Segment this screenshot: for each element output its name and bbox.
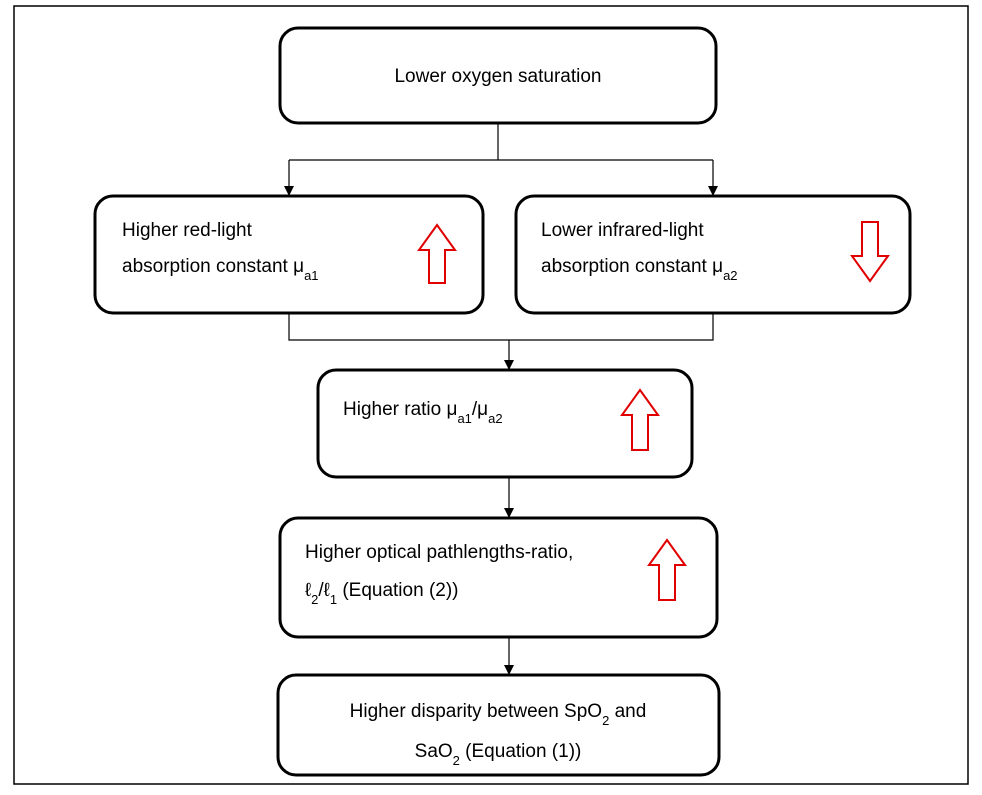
node-text: SaO2 (Equation (1)) [415, 741, 582, 768]
text-run: (Equation (1)) [460, 741, 581, 762]
subscript: a1 [457, 411, 471, 426]
subscript: a2 [488, 411, 502, 426]
connector [289, 123, 713, 161]
text-run: /ℓ [318, 580, 329, 601]
text-run: and [609, 701, 646, 722]
up-indicator [647, 538, 687, 601]
text-run: SaO [415, 741, 453, 762]
text-run: ℓ [305, 580, 311, 601]
up-indicator [417, 223, 457, 284]
node-text: Higher disparity between SpO2 and [350, 701, 647, 728]
node-box [276, 673, 721, 777]
text-run: absorption constant μ [122, 256, 304, 277]
text-run: Higher red-light [122, 220, 253, 241]
subscript: a1 [304, 268, 318, 283]
connector [288, 313, 714, 341]
node-box [316, 368, 694, 479]
node-box [514, 194, 912, 315]
node-text: Lower infrared-light [541, 220, 704, 241]
text-run: Higher ratio μ [343, 399, 457, 420]
subscript: 2 [311, 592, 318, 607]
text-run: Lower oxygen saturation [394, 66, 601, 87]
node-text: Higher red-light [122, 220, 253, 241]
text-run: absorption constant μ [541, 256, 723, 277]
node-box [93, 194, 485, 315]
node-text: Higher ratio μa1/μa2 [343, 399, 503, 426]
subscript: a2 [723, 268, 737, 283]
text-run: Higher disparity between SpO [350, 701, 602, 722]
node-box [278, 516, 719, 639]
node-text: Lower oxygen saturation [394, 66, 601, 87]
node-text: Higher optical pathlengths-ratio, [305, 542, 573, 563]
node-text: ℓ2/ℓ1 (Equation (2)) [305, 580, 459, 607]
text-run: /μ [472, 399, 488, 420]
text-run: Lower infrared-light [541, 220, 704, 241]
subscript: 2 [602, 713, 609, 728]
up-indicator [620, 388, 660, 451]
text-run: (Equation (2)) [337, 580, 458, 601]
subscript: 1 [330, 592, 337, 607]
node-text: absorption constant μa2 [541, 256, 738, 283]
subscript: 2 [453, 753, 460, 768]
down-indicator [850, 221, 890, 283]
node-text: absorption constant μa1 [122, 256, 319, 283]
frame [13, 5, 969, 785]
text-run: Higher optical pathlengths-ratio, [305, 542, 573, 563]
